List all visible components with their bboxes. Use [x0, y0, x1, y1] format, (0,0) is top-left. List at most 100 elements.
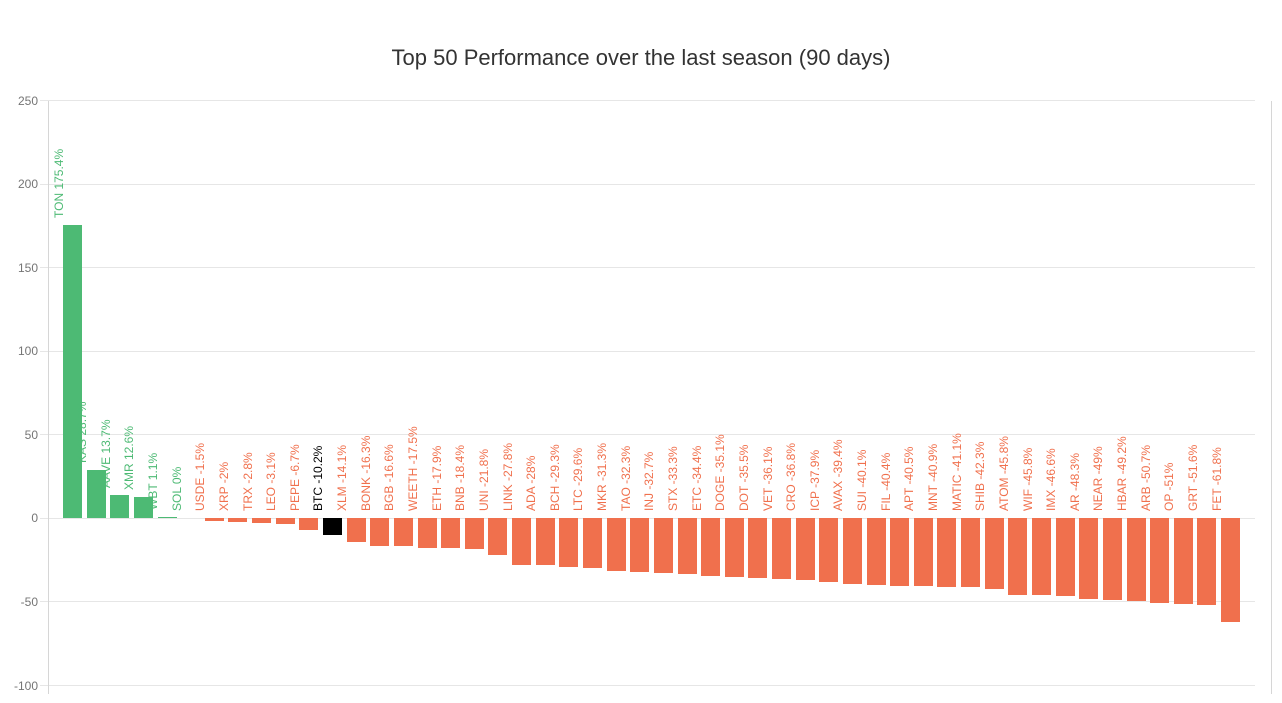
bar-label-SOL: SOL 0%	[169, 467, 184, 512]
bar-CRO	[795, 518, 815, 580]
bar-ARB	[1150, 518, 1170, 604]
bar-label-DOT: DOT -35.5%	[736, 444, 751, 512]
gridline-250	[40, 100, 1255, 101]
y-axis-line	[48, 100, 49, 694]
bar-LTC	[582, 518, 602, 568]
gridline-100	[40, 350, 1255, 352]
bar-MKR	[606, 518, 626, 571]
bar-HBAR	[1126, 518, 1146, 601]
bar-label-BCH: BCH -29.3%	[547, 444, 562, 512]
bar-label-ATOM: ATOM -45.8%	[996, 436, 1011, 512]
bar-label-XMR: XMR 12.6%	[122, 426, 137, 491]
y-axis-tick-250: 250	[17, 93, 38, 108]
bar-UNI	[488, 518, 508, 555]
bar-label-WEETH: WEETH -17.5%	[406, 426, 421, 512]
bar-label-ETC: ETC -34.4%	[689, 445, 704, 512]
bar-label-LEO: LEO -3.1%	[264, 452, 279, 512]
bar-IMX	[1055, 518, 1075, 597]
bar-label-WBT: WBT 1.1%	[146, 452, 161, 510]
bar-label-LTC: LTC -29.6%	[571, 448, 586, 512]
bar-AVAX	[842, 518, 862, 585]
gridline-150	[40, 267, 1255, 269]
bar-label-MNT: MNT -40.9%	[925, 444, 940, 512]
bar-label-ARB: ARB -50.7%	[1138, 445, 1153, 512]
bar-label-MKR: MKR -31.3%	[595, 443, 610, 512]
bar-INJ	[653, 518, 673, 573]
bar-label-WIF: WIF -45.8%	[1020, 447, 1035, 512]
bar-XLM	[346, 518, 366, 542]
gridline--50	[40, 601, 1255, 603]
bar-XMR	[133, 497, 153, 519]
y-axis-tick-150: 150	[17, 260, 38, 275]
y-axis-tick-50: 50	[24, 427, 38, 442]
bar-label-SHIB: SHIB -42.3%	[973, 441, 988, 512]
bar-label-XLM: XLM -14.1%	[335, 445, 350, 512]
bar-AR	[1079, 518, 1099, 600]
bar-PEPE	[299, 518, 319, 530]
bar-label-SUI: SUI -40.1%	[855, 449, 870, 512]
bar-ETC	[701, 518, 721, 576]
bar-label-MATIC: MATIC -41.1%	[949, 433, 964, 512]
bar-label-FIL: FIL -40.4%	[878, 453, 893, 512]
bar-BGB	[393, 518, 413, 547]
bar-FIL	[890, 518, 910, 586]
bar-label-ICP: ICP -37.9%	[807, 450, 822, 512]
bar-SHIB	[984, 518, 1004, 590]
bar-WIF	[1032, 518, 1052, 595]
bar-BTC	[322, 518, 342, 536]
bar-label-OP: OP -51%	[1162, 462, 1177, 512]
bar-FET	[1221, 518, 1241, 622]
y-axis-tick-0: 0	[31, 511, 38, 526]
bar-BONK	[370, 518, 390, 546]
bar-label-TRX: TRX -2.8%	[240, 452, 255, 512]
gridline-50	[40, 434, 1255, 436]
bar-label-APT: APT -40.5%	[902, 446, 917, 512]
bar-label-PEPE: PEPE -6.7%	[287, 444, 302, 512]
bar-label-FET: FET -61.8%	[1209, 447, 1224, 512]
bar-LEO	[275, 518, 295, 524]
bar-label-HBAR: HBAR -49.2%	[1115, 436, 1130, 512]
bar-STX	[677, 518, 697, 574]
bar-XRP	[228, 518, 248, 522]
bar-SUI	[866, 518, 886, 586]
bar-label-AR: AR -48.3%	[1067, 453, 1082, 512]
bar-label-CRO: CRO -36.8%	[784, 443, 799, 512]
bar-KAS	[86, 470, 106, 519]
bar-MATIC	[961, 518, 981, 588]
bar-ADA	[535, 518, 555, 566]
gridline-200	[40, 183, 1255, 185]
bar-WEETH	[417, 518, 437, 548]
bar-BCH	[559, 518, 579, 568]
bar-WBT	[157, 516, 177, 519]
bar-APT	[913, 518, 933, 587]
bar-label-BGB: BGB -16.6%	[382, 444, 397, 512]
bar-TAO	[630, 518, 650, 573]
bar-label-ADA: ADA -28%	[524, 455, 539, 512]
bar-label-AVAX: AVAX -39.4%	[831, 439, 846, 512]
y-axis-tick-200: 200	[17, 177, 38, 192]
right-boundary-line	[1271, 100, 1272, 694]
bar-label-AAVE: AAVE 13.7%	[98, 419, 113, 489]
bar-label-LINK: LINK -27.8%	[500, 443, 515, 512]
bar-ICP	[819, 518, 839, 582]
bar-TRX	[252, 518, 272, 524]
bar-label-GRT: GRT -51.6%	[1185, 445, 1200, 512]
bar-OP	[1173, 518, 1193, 604]
bar-label-NEAR: NEAR -49%	[1091, 446, 1106, 512]
bar-label-STX: STX -33.3%	[666, 446, 680, 512]
bar-ATOM	[1008, 518, 1028, 595]
bar-label-ETH: ETH -17.9%	[429, 445, 444, 512]
bar-MNT	[937, 518, 957, 587]
y-axis-tick--50: -50	[20, 594, 38, 609]
bar-label-XRP: XRP -2%	[216, 462, 231, 512]
bar-label-BONK: BONK -16.3%	[358, 435, 373, 512]
bar-label-VET: VET -36.1%	[760, 446, 775, 512]
bar-USDE	[204, 518, 224, 521]
bar-label-INJ: INJ -32.7%	[642, 451, 657, 512]
bar-NEAR	[1102, 518, 1122, 601]
bar-label-TAO: TAO -32.3%	[618, 446, 633, 512]
bar-label-IMX: IMX -46.6%	[1044, 448, 1059, 512]
bar-label-BTC: BTC -10.2%	[311, 445, 326, 512]
y-axis-tick--100: -100	[13, 678, 38, 693]
